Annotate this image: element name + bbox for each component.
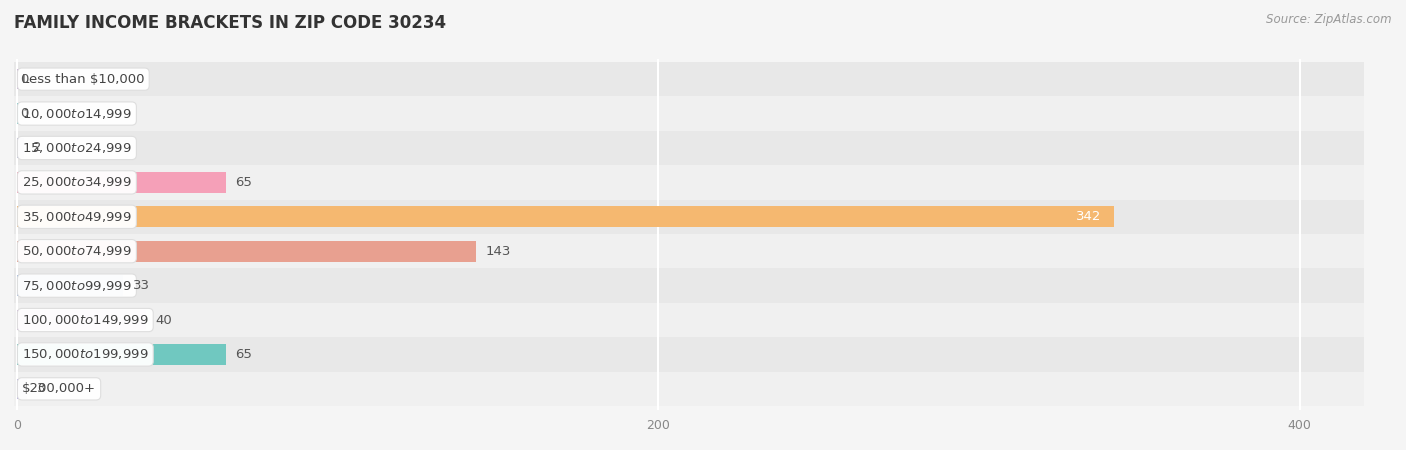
Text: 33: 33: [132, 279, 149, 292]
Bar: [17, 310, 145, 330]
Text: Source: ZipAtlas.com: Source: ZipAtlas.com: [1267, 14, 1392, 27]
Text: 0: 0: [20, 107, 28, 120]
Bar: [14, 131, 1364, 165]
Text: FAMILY INCOME BRACKETS IN ZIP CODE 30234: FAMILY INCOME BRACKETS IN ZIP CODE 30234: [14, 14, 446, 32]
Text: 143: 143: [485, 245, 510, 258]
Bar: [17, 275, 124, 296]
Bar: [14, 337, 1364, 372]
Bar: [17, 378, 27, 399]
Bar: [17, 172, 225, 193]
Bar: [17, 241, 475, 261]
Text: 2: 2: [34, 141, 42, 154]
Bar: [17, 138, 24, 158]
Bar: [14, 372, 1364, 406]
Bar: [14, 165, 1364, 200]
Bar: [14, 200, 1364, 234]
Text: 65: 65: [235, 348, 252, 361]
Text: $200,000+: $200,000+: [22, 382, 96, 396]
Text: Less than $10,000: Less than $10,000: [22, 72, 145, 86]
Bar: [17, 207, 1114, 227]
Text: 0: 0: [20, 72, 28, 86]
Text: $100,000 to $149,999: $100,000 to $149,999: [22, 313, 149, 327]
Bar: [17, 103, 18, 124]
Text: $50,000 to $74,999: $50,000 to $74,999: [22, 244, 132, 258]
Text: $75,000 to $99,999: $75,000 to $99,999: [22, 279, 132, 292]
Bar: [14, 234, 1364, 268]
Bar: [17, 69, 18, 90]
Text: 40: 40: [155, 314, 172, 327]
Text: $25,000 to $34,999: $25,000 to $34,999: [22, 176, 132, 189]
Bar: [14, 268, 1364, 303]
Bar: [14, 62, 1364, 96]
Text: 3: 3: [37, 382, 45, 396]
Text: 342: 342: [1076, 210, 1101, 223]
Text: 65: 65: [235, 176, 252, 189]
Text: $10,000 to $14,999: $10,000 to $14,999: [22, 107, 132, 121]
Text: $15,000 to $24,999: $15,000 to $24,999: [22, 141, 132, 155]
Bar: [14, 303, 1364, 337]
Bar: [14, 96, 1364, 131]
Bar: [17, 344, 225, 365]
Text: $150,000 to $199,999: $150,000 to $199,999: [22, 347, 149, 361]
Text: $35,000 to $49,999: $35,000 to $49,999: [22, 210, 132, 224]
